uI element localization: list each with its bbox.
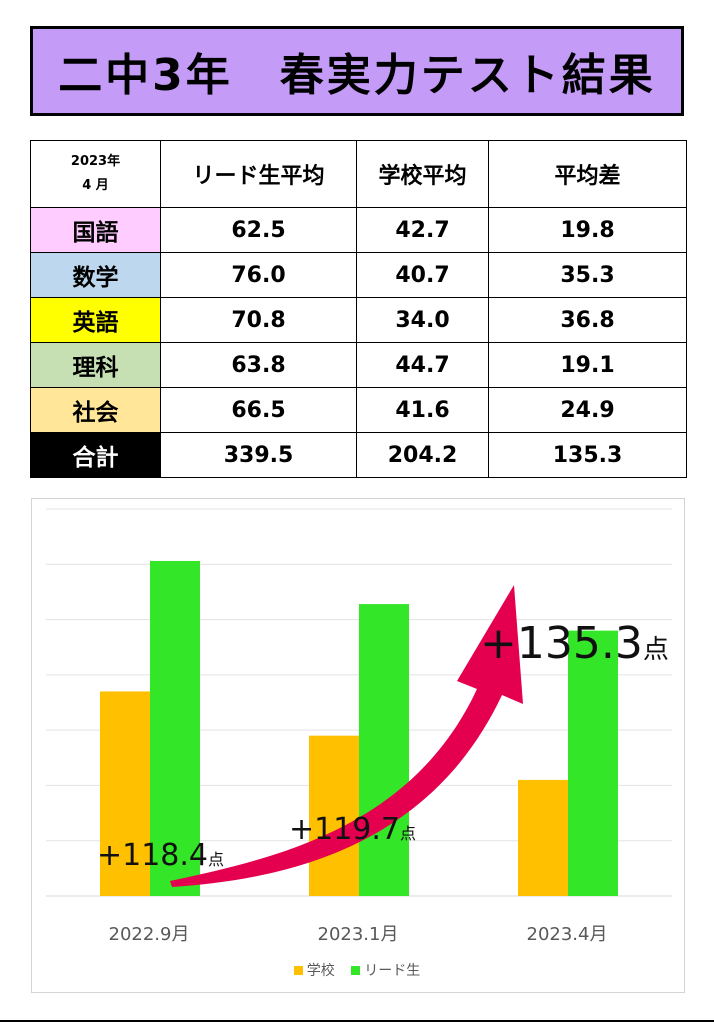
lead-average-cell: 63.8 — [160, 342, 357, 388]
legend-item-lead: リード生 — [351, 960, 420, 980]
chart-panel — [31, 498, 685, 993]
difference-annotation: +118.4点 — [97, 838, 224, 873]
table-total-row: 合計 339.5 204.2 135.3 — [30, 432, 687, 478]
bar-chart — [46, 508, 672, 897]
growth-arrow — [170, 585, 523, 887]
bottom-divider — [0, 1020, 714, 1022]
lead-average-cell: 62.5 — [160, 207, 357, 253]
annotation-number: +119.7 — [289, 812, 401, 847]
subject-cell: 国語 — [30, 207, 161, 253]
annotation-unit: 点 — [208, 850, 225, 869]
difference-cell: 36.8 — [488, 297, 687, 343]
header-difference: 平均差 — [488, 140, 687, 208]
bar-school-2 — [518, 779, 568, 896]
difference-cell: 135.3 — [488, 432, 687, 478]
legend-item-school: 学校 — [293, 960, 335, 980]
table-row: 英語 70.8 34.0 36.8 — [30, 297, 687, 343]
school-average-cell: 204.2 — [356, 432, 489, 478]
legend-swatch-lead — [351, 965, 361, 975]
subject-cell: 合計 — [30, 432, 161, 478]
school-average-cell: 44.7 — [356, 342, 489, 388]
school-average-cell: 41.6 — [356, 387, 489, 433]
difference-annotation: +135.3点 — [480, 618, 669, 669]
annotation-unit: 点 — [400, 824, 417, 843]
subject-cell: 数学 — [30, 252, 161, 298]
subject-cell: 理科 — [30, 342, 161, 388]
subject-cell: 英語 — [30, 297, 161, 343]
header-school-average: 学校平均 — [356, 140, 489, 208]
title-banner: 二中3年 春実力テスト結果 — [30, 26, 684, 116]
table-header-row: 2023年 4 月 リード生平均 学校平均 平均差 — [30, 140, 687, 208]
annotation-number: +135.3 — [480, 618, 643, 669]
table-row: 社会 66.5 41.6 24.9 — [30, 387, 687, 433]
bar-lead-2 — [568, 630, 618, 896]
bar-school-1 — [309, 735, 359, 896]
bar-lead-0 — [150, 560, 200, 896]
annotation-number: +118.4 — [97, 838, 209, 873]
school-average-cell: 42.7 — [356, 207, 489, 253]
table-row: 数学 76.0 40.7 35.3 — [30, 252, 687, 298]
legend-label-lead: リード生 — [364, 963, 421, 979]
lead-average-cell: 76.0 — [160, 252, 357, 298]
lead-average-cell: 66.5 — [160, 387, 357, 433]
bar-lead-1 — [359, 604, 409, 896]
legend-label-school: 学校 — [306, 963, 335, 979]
table-row: 理科 63.8 44.7 19.1 — [30, 342, 687, 388]
difference-cell: 35.3 — [488, 252, 687, 298]
bar-school-0 — [100, 691, 150, 896]
school-average-cell: 40.7 — [356, 252, 489, 298]
difference-annotation: +119.7点 — [289, 812, 416, 847]
x-tick-label: 2022.9月 — [108, 924, 190, 945]
legend-swatch-school — [293, 965, 303, 975]
subject-cell: 社会 — [30, 387, 161, 433]
difference-cell: 24.9 — [488, 387, 687, 433]
annotation-unit: 点 — [642, 635, 669, 665]
difference-cell: 19.8 — [488, 207, 687, 253]
chart-legend: 学校 リード生 — [0, 960, 714, 980]
difference-cell: 19.1 — [488, 342, 687, 388]
lead-average-cell: 70.8 — [160, 297, 357, 343]
score-table: 2023年 4 月 リード生平均 学校平均 平均差 国語 62.5 42.7 19.8… — [30, 140, 687, 478]
date-month: 4 月 — [82, 178, 109, 193]
table-row: 国語 62.5 42.7 19.8 — [30, 207, 687, 253]
date-year: 2023年 — [70, 154, 121, 169]
school-average-cell: 34.0 — [356, 297, 489, 343]
lead-average-cell: 339.5 — [160, 432, 357, 478]
x-tick-label: 2023.4月 — [526, 924, 608, 945]
page-title: 二中3年 春実力テスト結果 — [58, 50, 656, 101]
header-lead-average: リード生平均 — [160, 140, 357, 208]
date-cell: 2023年 4 月 — [30, 140, 161, 208]
x-tick-label: 2023.1月 — [317, 924, 399, 945]
